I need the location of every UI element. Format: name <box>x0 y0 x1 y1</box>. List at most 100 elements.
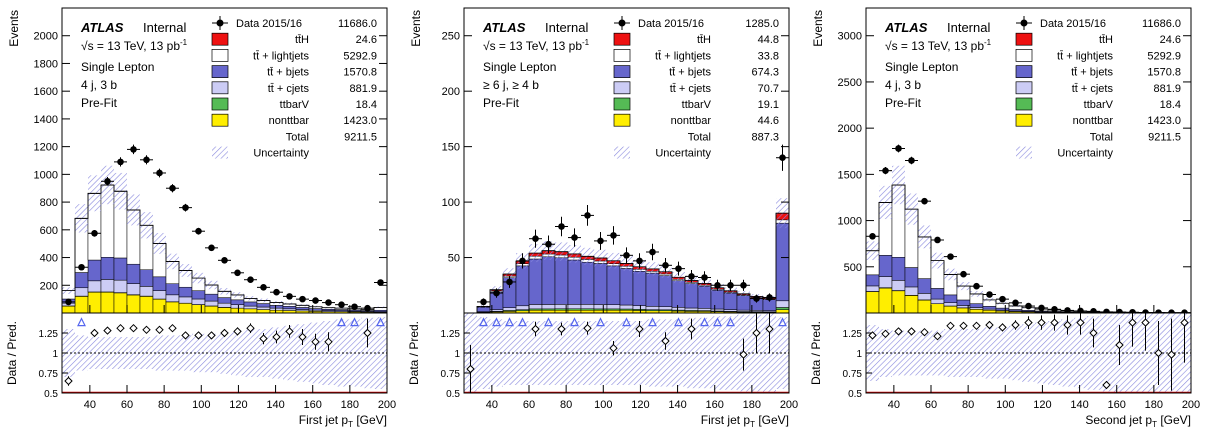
ratio-axis-label: Data / Pred. <box>5 321 19 385</box>
stack-bar-tt_cjets <box>607 305 620 309</box>
legend-swatch <box>212 98 228 110</box>
y-tick-label: 250 <box>442 31 460 43</box>
stack-bar-tt_bjets <box>944 295 957 303</box>
x-tick-label: 80 <box>962 399 974 411</box>
stack-bar-tt_cjets <box>633 306 646 310</box>
legend-label: tt̄ + bjets <box>267 66 309 78</box>
stack-bar-nonttbar <box>101 292 114 313</box>
stack-bar-tt_cjets <box>244 306 257 309</box>
data-point <box>208 245 215 252</box>
legend-label: tt̄ + cjets <box>1072 82 1114 94</box>
y-tick-label: 1600 <box>34 86 58 98</box>
data-point <box>130 146 137 153</box>
data-point <box>908 157 915 164</box>
x-tick-label: 40 <box>84 399 96 411</box>
data-point <box>299 296 306 303</box>
data-point <box>753 295 760 302</box>
legend-swatch <box>212 49 228 61</box>
x-tick-label: 60 <box>121 399 133 411</box>
data-point <box>882 167 889 174</box>
legend-label: tt̄H <box>697 34 711 46</box>
legend-value: 1570.8 <box>1147 67 1181 79</box>
y-tick-label: 1000 <box>34 169 58 181</box>
legend-value: 1570.8 <box>343 67 377 79</box>
stack-bar-tt_bjets <box>646 273 659 306</box>
stack-bar-tt_bjets <box>296 307 309 309</box>
energy-text: √s = 13 TeV, 13 pb <box>885 39 984 53</box>
stack-bar-nonttbar <box>192 305 205 313</box>
x-tick-label: 40 <box>486 399 498 411</box>
stack-bar-tt_bjets <box>931 288 944 299</box>
stack-bar-tt_bjets <box>75 273 88 288</box>
legend-value: 887.3 <box>751 131 779 143</box>
stack-bar-tt_bjets <box>905 268 918 287</box>
legend-value: 5292.9 <box>343 50 377 62</box>
y-tick-label: 1500 <box>838 169 862 181</box>
x-axis-label: First jet pT [GeV] <box>701 413 789 429</box>
stack-bar-nonttbar <box>905 295 918 313</box>
data-point <box>610 232 617 239</box>
stack-bar-tt_bjets <box>724 293 737 310</box>
data-point <box>286 293 293 300</box>
legend-label: tt̄ + cjets <box>670 82 712 94</box>
ratio-point <box>960 322 967 329</box>
stack-bar-tt_cjets <box>127 284 140 295</box>
y-tick-label: 200 <box>442 86 460 98</box>
data-point <box>234 269 241 276</box>
stack-bar-tt_bjets <box>231 300 244 305</box>
data-point <box>986 291 993 298</box>
region-label: Pre-Fit <box>81 96 118 110</box>
stack-bar-tt_cjets <box>879 277 892 288</box>
data-point <box>714 282 721 289</box>
stack-bar-tt_bjets <box>179 287 192 297</box>
stack-bar-tt_cjets <box>101 279 114 291</box>
legend-uncertainty-swatch <box>212 147 228 159</box>
y-tick-label: 200 <box>40 280 58 292</box>
ratio-point <box>117 325 124 332</box>
x-tick-label: 40 <box>888 399 900 411</box>
data-point <box>895 145 902 152</box>
legend-value: 33.8 <box>758 50 779 62</box>
stack-bar-tt_bjets <box>737 296 750 310</box>
data-point <box>584 212 591 219</box>
stack-bar-tt_cjets <box>205 301 218 306</box>
stack-bar-tt_cjets <box>218 303 231 307</box>
stack-bar-tt_cjets <box>892 280 905 290</box>
stack-bar-tt_bjets <box>88 260 101 281</box>
y-axis-label: Events <box>7 10 21 47</box>
x-tick-label: 80 <box>158 399 170 411</box>
y-tick-label: 800 <box>40 197 58 209</box>
data-point <box>662 262 669 269</box>
stack-bar-tt_cjets <box>944 303 957 306</box>
stack-bar-tt_bjets <box>594 263 607 304</box>
y-tick-label: 600 <box>40 225 58 237</box>
data-point <box>727 282 734 289</box>
data-point <box>960 271 967 278</box>
energy-sup: -1 <box>180 38 188 47</box>
stack-bar-nonttbar <box>114 293 127 313</box>
ratio-y-tick-label: 1.25 <box>39 329 59 340</box>
stack-bar-tt_cjets <box>698 308 711 310</box>
legend-label: Data 2015/16 <box>1040 18 1106 30</box>
legend-label: Uncertainty <box>655 148 711 160</box>
x-tick-label: 140 <box>668 399 686 411</box>
stack-bar-tt_bjets <box>127 264 140 283</box>
data-point <box>636 258 643 265</box>
data-point <box>766 294 773 301</box>
ratio-y-tick-label: 1.25 <box>843 329 863 340</box>
legend-swatch <box>1016 33 1032 45</box>
ratio-plot-area <box>464 313 789 393</box>
legend-label: tt̄H <box>1099 34 1113 46</box>
stack-bar-tt_bjets <box>711 290 724 309</box>
stack-bar-tt_bjets <box>892 257 905 280</box>
ratio-y-tick-label: 0.5 <box>848 389 862 400</box>
main-plot-area <box>464 145 789 313</box>
stack-bar-nonttbar <box>166 302 179 313</box>
legend-value: 24.6 <box>1160 34 1181 46</box>
stack-bar-tt_bjets <box>153 277 166 291</box>
stack-bar-tt_bjets <box>166 284 179 295</box>
legend-value: 44.8 <box>758 34 779 46</box>
main-plot-area <box>62 145 387 313</box>
legend-value: 1423.0 <box>343 115 377 127</box>
